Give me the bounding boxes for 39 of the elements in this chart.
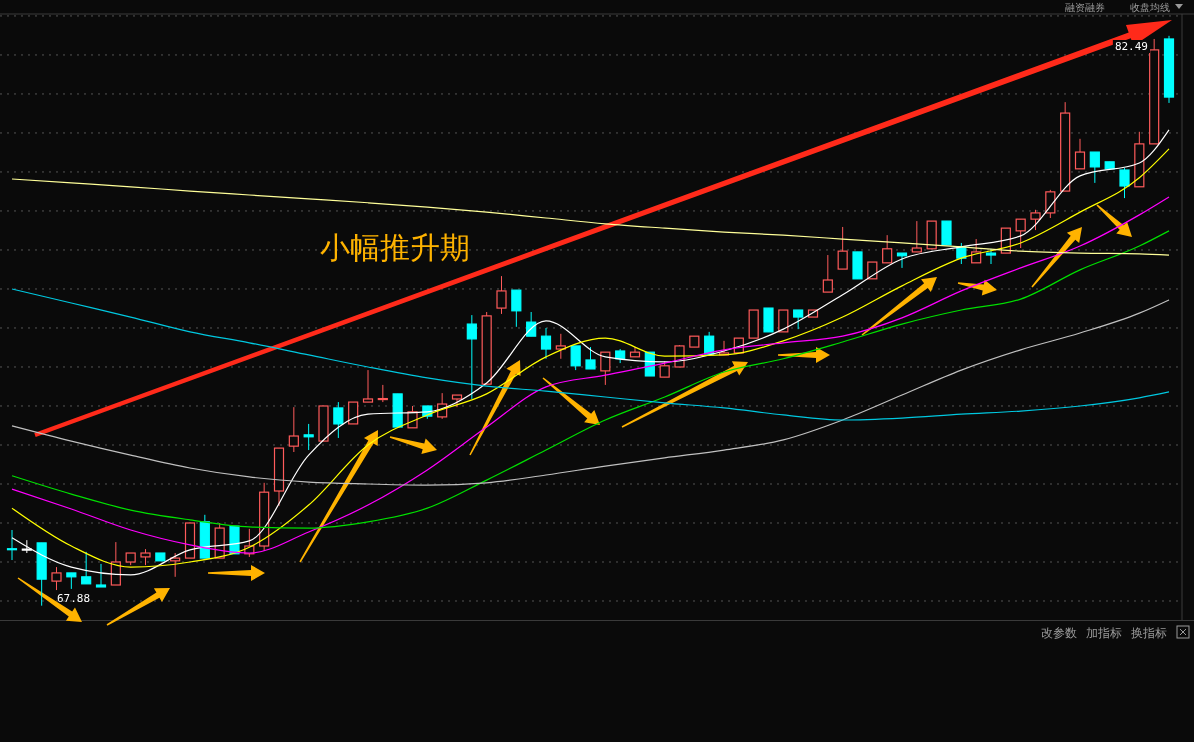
annotation: 82.49 <box>1114 40 1148 53</box>
candlestick <box>837 226 848 270</box>
text: 改参数 <box>1041 626 1077 640</box>
candlestick <box>362 369 374 403</box>
candlestick <box>896 252 908 269</box>
candlestick <box>540 327 552 360</box>
candlestick <box>1045 189 1056 219</box>
candlestick <box>822 254 833 293</box>
candlestick <box>1119 167 1130 199</box>
candlestick <box>1089 151 1100 184</box>
candlestick <box>911 220 922 253</box>
candlestick <box>882 234 893 264</box>
candlestick <box>763 307 774 333</box>
candlestick <box>793 309 804 330</box>
annotation: 小幅推升期 <box>320 230 470 265</box>
candlestick <box>288 406 299 453</box>
candlestick <box>51 566 62 591</box>
candlestick <box>1030 209 1041 231</box>
candlestick <box>941 220 952 246</box>
candlestick <box>600 351 611 386</box>
candlestick <box>570 345 581 371</box>
candlestick <box>95 563 107 588</box>
text: 融资融券 <box>1065 2 1105 13</box>
candlestick <box>303 423 314 451</box>
candlestick <box>511 289 522 328</box>
candlestick <box>1015 218 1026 249</box>
text: 换指标 <box>1131 626 1167 640</box>
candlestick <box>496 275 507 315</box>
candlestick <box>81 551 92 585</box>
candlestick <box>585 346 596 370</box>
candlestick <box>985 248 997 265</box>
annotation: 67.88 <box>57 592 91 605</box>
candlestick <box>466 314 477 400</box>
candlestick <box>6 529 18 561</box>
text: 加指标 <box>1086 626 1122 640</box>
text: 收盘均线 <box>1130 2 1170 13</box>
candlestick <box>333 401 344 439</box>
candlestick <box>1074 138 1086 170</box>
candlestick <box>555 333 566 360</box>
